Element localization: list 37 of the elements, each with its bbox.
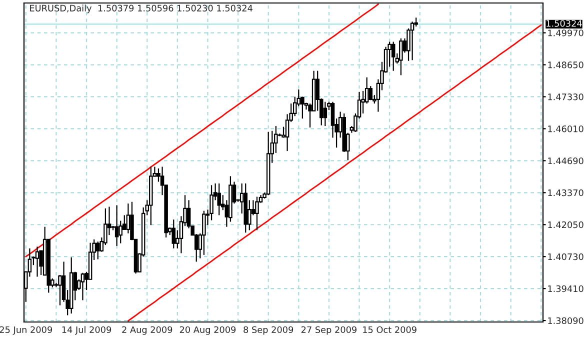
y-tick-label: 1.39410 — [548, 285, 584, 292]
candlestick — [202, 210, 206, 256]
line-series — [127, 24, 542, 322]
y-tick-label: 1.49970 — [548, 30, 584, 36]
candlestick — [399, 38, 403, 76]
x-tick-label: 25 Jun 2009 — [0, 326, 52, 335]
candlestick — [58, 274, 62, 306]
y-tick-label: 1.40730 — [548, 253, 584, 260]
chart-title: EURUSD,Daily 1.50379 1.50596 1.50230 1.50324 — [30, 4, 252, 14]
x-tick-label: 14 Jul 2009 — [62, 326, 112, 335]
candlestick — [391, 41, 396, 72]
candlestick — [172, 218, 176, 249]
y-tick-label: 1.43370 — [548, 189, 584, 196]
candlestick — [361, 90, 365, 114]
ref-line-label: 1.50324 — [546, 20, 582, 27]
y-tick-label: 1.46010 — [548, 125, 584, 132]
y-tick-label: 1.42050 — [548, 221, 584, 228]
candlestick — [114, 204, 119, 246]
line-series — [25, 4, 379, 258]
x-tick-label: 27 Sep 2009 — [301, 326, 356, 335]
x-tick-label: 20 Aug 2009 — [180, 326, 236, 335]
candlestick — [410, 21, 414, 61]
candlestick — [323, 101, 328, 127]
y-tick-label: 1.38090 — [548, 317, 584, 324]
y-tick-label: 1.48650 — [548, 62, 584, 68]
candlestick — [217, 182, 221, 216]
y-tick-label: 1.47330 — [548, 94, 584, 100]
candlestick — [368, 86, 373, 101]
x-tick-label: 8 Sep 2009 — [244, 326, 294, 335]
x-tick-label: 15 Oct 2009 — [363, 326, 416, 334]
y-tick-label: 1.44690 — [548, 157, 584, 164]
candlestick — [255, 196, 259, 231]
x-tick-label: 2 Aug 2009 — [122, 326, 172, 335]
candlestick — [35, 246, 40, 278]
candlestick — [210, 184, 214, 221]
candlestick — [80, 272, 85, 301]
candlestick — [96, 241, 100, 260]
